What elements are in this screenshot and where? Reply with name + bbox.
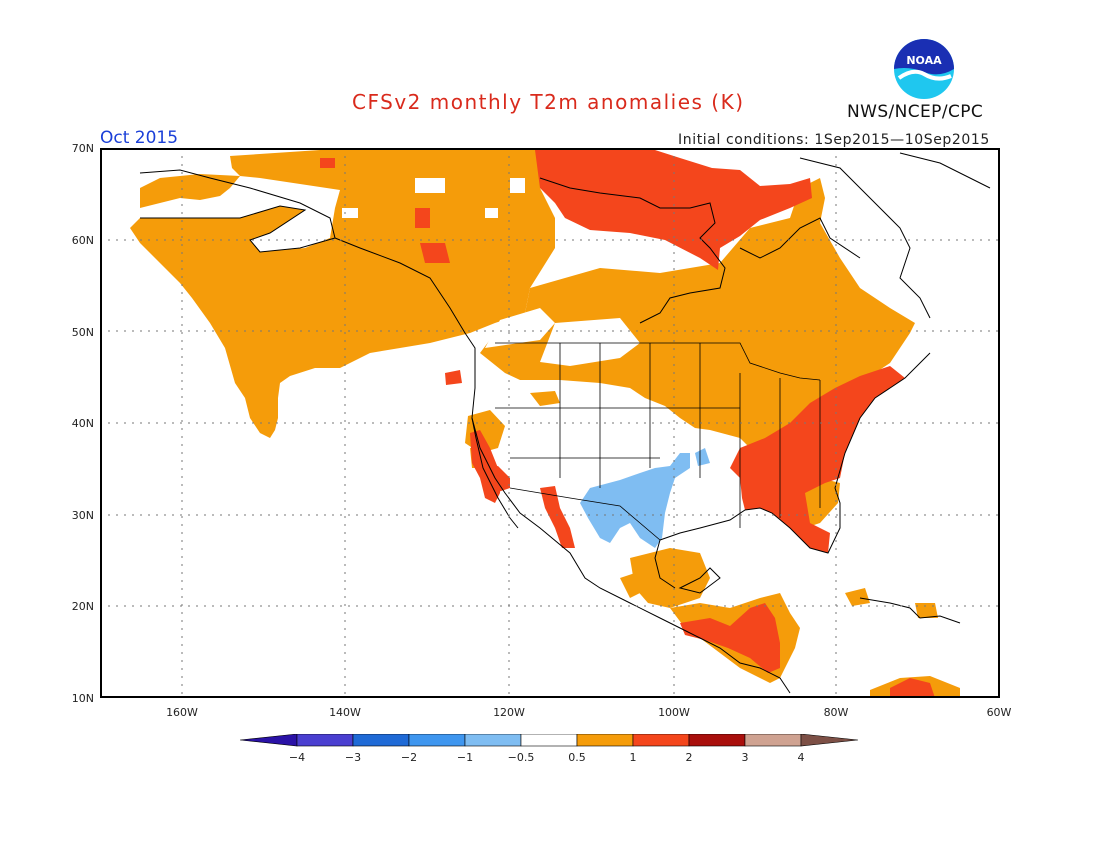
lon-label-60w: 60W	[986, 706, 1012, 719]
noaa-logo-text: NOAA	[906, 54, 942, 67]
colorbar-swatch	[408, 733, 466, 747]
anomaly-map	[100, 148, 1000, 698]
colorbar-label: −0.5	[507, 751, 535, 764]
colorbar-label: −1	[456, 751, 474, 764]
lat-label-40n: 40N	[71, 417, 94, 430]
colorbar-swatch	[688, 733, 746, 747]
chart-title: CFSv2 monthly T2m anomalies (K)	[352, 90, 745, 114]
colorbar-label: 0.5	[568, 751, 586, 764]
agency-label: NWS/NCEP/CPC	[847, 102, 984, 122]
noaa-logo: NOAA	[893, 38, 955, 100]
colorbar-label: −4	[288, 751, 306, 764]
colorbar-swatch	[464, 733, 522, 747]
lat-label-30n: 30N	[71, 509, 94, 522]
lon-label-80w: 80W	[823, 706, 849, 719]
strong-warm-anomaly-regions	[320, 150, 935, 698]
cool-anomaly-region	[580, 448, 710, 548]
colorbar-label: −2	[400, 751, 418, 764]
colorbar-label: 3	[741, 751, 749, 764]
colorbar-swatch	[352, 733, 410, 747]
colorbar	[239, 733, 860, 756]
lat-label-20n: 20N	[71, 600, 94, 613]
colorbar-swatch	[632, 733, 690, 747]
warm-anomaly-regions	[130, 150, 960, 698]
graticule	[100, 148, 1000, 698]
map-frame	[100, 148, 1000, 698]
initial-conditions-label: Initial conditions: 1Sep2015—10Sep2015	[678, 132, 990, 148]
lon-label-140w: 140W	[329, 706, 361, 719]
colorbar-label: 4	[797, 751, 805, 764]
colorbar-arrow-low	[239, 733, 298, 747]
colorbar-label: −3	[344, 751, 362, 764]
colorbar-swatch	[576, 733, 634, 747]
near-normal-patches	[342, 178, 525, 218]
lat-label-10n: 10N	[71, 692, 94, 705]
colorbar-label: 1	[629, 751, 637, 764]
lat-label-60n: 60N	[71, 234, 94, 247]
lon-label-100w: 100W	[658, 706, 690, 719]
valid-month-label: Oct 2015	[100, 128, 179, 148]
lat-label-50n: 50N	[71, 326, 94, 339]
colorbar-label: 2	[685, 751, 693, 764]
colorbar-swatch	[296, 733, 354, 747]
lon-label-120w: 120W	[493, 706, 525, 719]
lat-label-70n: 70N	[71, 142, 94, 155]
coastlines	[139, 152, 991, 694]
lon-label-160w: 160W	[166, 706, 198, 719]
colorbar-swatch	[520, 733, 578, 747]
political-borders	[495, 342, 821, 541]
colorbar-arrow-high	[800, 733, 859, 747]
colorbar-swatch	[744, 733, 802, 747]
